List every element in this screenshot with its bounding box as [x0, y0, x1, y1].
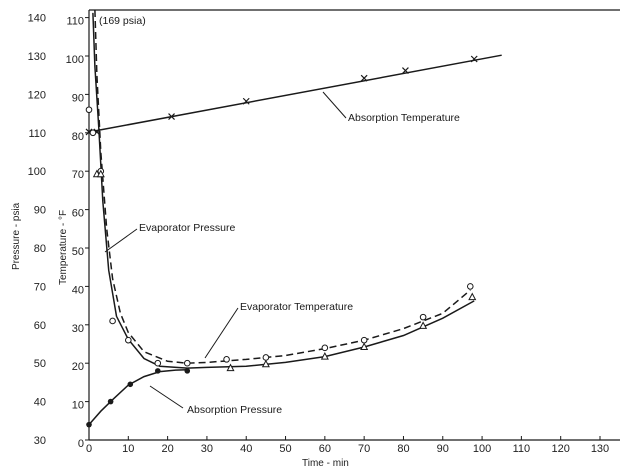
evaporator-temperature-point [419, 321, 428, 329]
evaporator-pressure-point [183, 359, 191, 367]
temperature-axis-title: Temperature - °F [58, 210, 69, 285]
temperature-tick-label: 90 [72, 92, 84, 104]
temperature-tick-label: 30 [72, 323, 84, 335]
x-tick-label: 10 [122, 443, 134, 455]
x-tick-label: 20 [161, 443, 173, 455]
evaporator-pressure-point [154, 359, 162, 367]
evaporator-pressure-leader [104, 228, 138, 253]
x-tick-label: 100 [473, 443, 491, 455]
temperature-tick-label: 80 [72, 131, 84, 143]
absorption-pressure-leader [149, 385, 184, 409]
x-tick-label: 0 [86, 443, 92, 455]
evaporator-temperature-point [226, 363, 235, 372]
x-tick-label: 90 [437, 443, 449, 455]
evaporator-pressure-point [321, 344, 329, 352]
absorption-pressure-point [154, 368, 161, 374]
pressure-axis-title: Pressure - psia [11, 202, 22, 270]
absorption-temperature-point [168, 113, 175, 121]
evaporator-temperature-point [261, 359, 270, 368]
evaporator-pressure-label: Evaporator Pressure [139, 222, 235, 234]
temperature-tick-label: 10 [72, 400, 84, 412]
pressure-tick-label: 110 [28, 128, 46, 140]
peak-annotation: (169 psia) [99, 15, 146, 27]
temperature-tick-label: 70 [72, 169, 84, 181]
temperature-tick-label: 110 [66, 16, 84, 28]
absorption-temperature-point [470, 55, 478, 63]
evaporator-temperature-label: Evaporator Temperature [240, 301, 353, 313]
absorption-pressure-point [184, 368, 191, 374]
pressure-tick-label: 120 [28, 89, 46, 101]
absorption-pressure-line [88, 368, 188, 426]
evaporator-pressure-line [94, 9, 471, 364]
pressure-tick-label: 90 [34, 205, 46, 217]
temperature-tick-label: 40 [72, 284, 84, 296]
evaporator-temperature-point [360, 342, 369, 350]
absorption-pressure-point [107, 398, 114, 405]
series-markers [85, 55, 478, 428]
x-tick-label: 80 [397, 443, 409, 455]
evaporator-pressure-point [419, 313, 427, 321]
pressure-tick-label: 80 [34, 243, 46, 255]
x-tick-label: 70 [358, 443, 370, 455]
temperature-tick-label: 20 [72, 361, 84, 373]
absorption-temperature-label: Absorption Temperature [348, 112, 460, 124]
evaporator-pressure-point [125, 336, 132, 344]
absorption-temperature-point [360, 74, 368, 82]
pressure-tick-label: 100 [28, 166, 46, 178]
temperature-tick-group: 0 10 20 30 40 50 60 70 80 90 100 110 [66, 16, 84, 450]
absorption-temperature-point [242, 97, 250, 105]
x-tick-label: 30 [201, 443, 213, 455]
temperature-tick-label: 50 [72, 246, 84, 258]
absorption-pressure-point [86, 421, 92, 428]
evaporator-pressure-point [466, 283, 474, 290]
evaporator-pressure-point [262, 354, 270, 361]
evaporator-temperature-point [96, 169, 105, 178]
evaporator-pressure-point [85, 106, 93, 114]
pressure-tick-label: 50 [34, 358, 46, 370]
absorption-temperature-point [402, 67, 409, 74]
temperature-tick-label: 0 [78, 438, 84, 450]
x-axis-title: Time - min [302, 458, 349, 469]
x-tick-label: 50 [279, 443, 291, 455]
evaporator-pressure-point [360, 336, 368, 344]
evaporator-pressure-point [223, 356, 230, 363]
x-tick-group: 0 10 20 30 40 50 60 70 80 90 100 110 120 130 [86, 436, 609, 455]
temperature-tick-label: 100 [66, 54, 84, 66]
absorption-pressure-label: Absorption Pressure [187, 404, 282, 416]
pressure-tick-label: 60 [34, 320, 46, 332]
x-tick-label: 40 [240, 443, 252, 455]
evaporator-temperature-point [468, 292, 477, 301]
evaporator-temperature-line [92, 12, 475, 369]
temperature-tick-label: 60 [72, 208, 84, 220]
x-tick-label: 130 [591, 443, 609, 455]
pressure-tick-label: 70 [34, 281, 46, 293]
absorption-pressure-point [127, 381, 134, 388]
pressure-tick-label: 130 [28, 51, 46, 63]
evaporator-temperature-leader [204, 307, 239, 359]
evaporator-pressure-point [89, 129, 97, 137]
x-tick-label: 60 [319, 443, 331, 455]
pressure-tick-label: 30 [34, 435, 46, 447]
x-tick-label: 110 [513, 443, 531, 455]
x-tick-label: 120 [552, 443, 570, 455]
pressure-tick-label: 40 [34, 397, 46, 409]
absorption-temperature-leader [322, 91, 347, 119]
series-lines [88, 9, 502, 426]
absorption-temperature-line [88, 54, 502, 133]
evaporator-temperature-point [320, 352, 329, 360]
evaporator-pressure-point [109, 317, 116, 325]
pressure-tick-label: 140 [28, 13, 46, 25]
